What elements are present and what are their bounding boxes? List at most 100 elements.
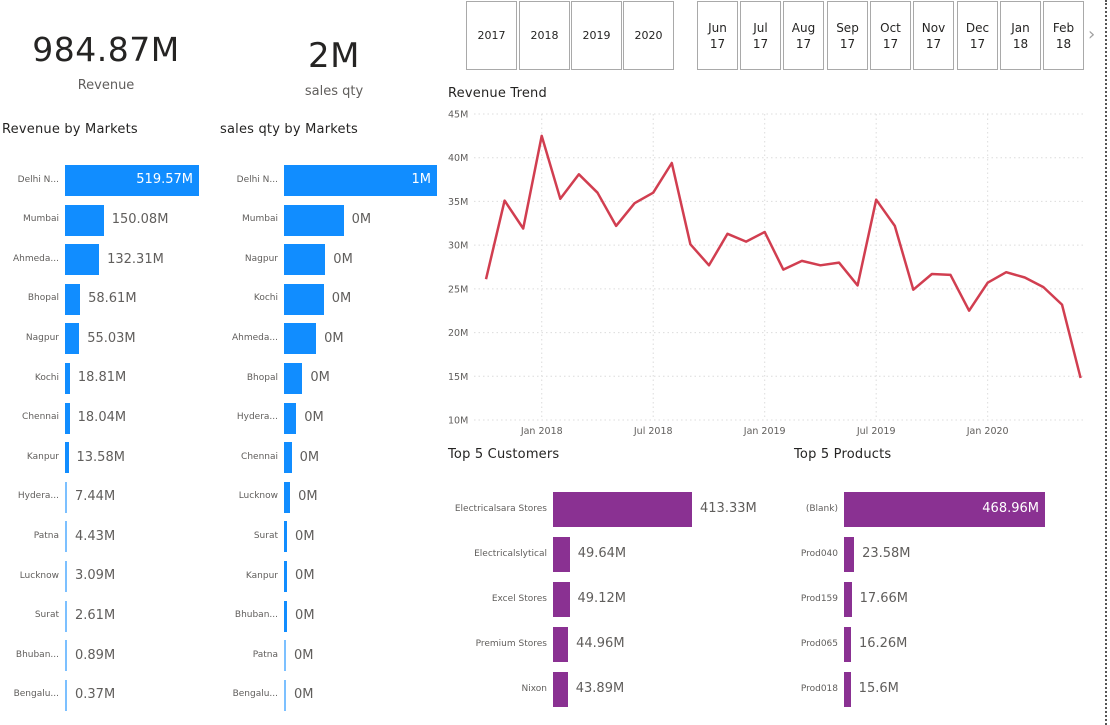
month-slicer-button[interactable]: Nov 17 — [913, 1, 954, 70]
trend-data-point[interactable] — [1059, 302, 1065, 308]
trend-data-point[interactable] — [966, 308, 972, 314]
trend-data-point[interactable] — [520, 226, 526, 232]
trend-data-point[interactable] — [650, 190, 656, 196]
trend-data-point[interactable] — [836, 260, 842, 266]
bar[interactable] — [553, 582, 570, 617]
bar-data-label: 0M — [333, 251, 353, 267]
y-tick-label: 30M — [448, 241, 468, 252]
trend-data-point[interactable] — [576, 171, 582, 177]
bar-data-label: 18.04M — [77, 410, 127, 426]
month-slicer-button[interactable]: Aug 17 — [783, 1, 824, 70]
bar[interactable] — [284, 323, 317, 355]
bar-data-label: 4.43M — [75, 528, 116, 544]
bar[interactable] — [65, 442, 69, 474]
bar[interactable] — [284, 640, 286, 672]
year-slicer-button[interactable]: 2018 — [519, 1, 570, 70]
trend-data-point[interactable] — [1078, 375, 1084, 381]
bar[interactable] — [65, 283, 81, 315]
trend-data-point[interactable] — [799, 258, 805, 264]
month-slicer-button[interactable]: Feb 18 — [1043, 1, 1084, 70]
bar[interactable] — [284, 402, 297, 434]
bar-category-label: Bhuban... — [234, 610, 278, 621]
bar[interactable] — [65, 679, 67, 711]
trend-data-point[interactable] — [855, 282, 861, 288]
bar[interactable] — [284, 521, 288, 553]
bar[interactable] — [284, 679, 286, 711]
bar[interactable] — [844, 492, 1045, 527]
bar[interactable] — [284, 481, 291, 513]
bar[interactable] — [553, 492, 692, 527]
bar[interactable] — [65, 165, 199, 196]
year-slicer-button[interactable]: 2019 — [571, 1, 622, 70]
bar[interactable] — [65, 561, 67, 592]
bar-category-label: Nixon — [521, 683, 548, 694]
trend-data-point[interactable] — [910, 287, 916, 293]
bar[interactable] — [284, 283, 324, 315]
bar[interactable] — [284, 165, 437, 196]
trend-data-point[interactable] — [817, 262, 823, 268]
trend-data-point[interactable] — [706, 262, 712, 268]
bar[interactable] — [284, 561, 288, 592]
trend-data-point[interactable] — [557, 196, 563, 202]
trend-data-point[interactable] — [1022, 274, 1028, 280]
bar-category-label: Kochi — [253, 293, 278, 304]
bar[interactable] — [844, 627, 851, 662]
bar[interactable] — [284, 442, 292, 474]
bar[interactable] — [65, 481, 67, 513]
trend-data-point[interactable] — [632, 200, 638, 206]
trend-data-point[interactable] — [725, 231, 731, 237]
trend-data-point[interactable] — [762, 229, 768, 235]
trend-data-point[interactable] — [1003, 269, 1009, 275]
bar-category-label: Surat — [34, 610, 59, 621]
year-slicer-button[interactable]: 2017 — [466, 1, 517, 70]
trend-data-point[interactable] — [687, 241, 693, 247]
bar[interactable] — [284, 204, 344, 236]
trend-data-point[interactable] — [594, 190, 600, 196]
bar-data-label: 3.09M — [75, 568, 116, 584]
trend-data-point[interactable] — [929, 271, 935, 277]
bar-category-label: Ahmeda... — [232, 332, 278, 343]
bar[interactable] — [65, 323, 80, 355]
trend-data-point[interactable] — [873, 197, 879, 203]
bar[interactable] — [284, 363, 303, 394]
month-slicer-button[interactable]: Jun 17 — [697, 1, 738, 70]
trend-data-point[interactable] — [948, 272, 954, 278]
bar[interactable] — [65, 600, 67, 632]
bar[interactable] — [844, 582, 852, 617]
bar[interactable] — [553, 672, 568, 707]
trend-data-point[interactable] — [502, 198, 508, 204]
trend-data-point[interactable] — [539, 133, 545, 139]
bar[interactable] — [65, 521, 67, 553]
bar[interactable] — [65, 640, 67, 672]
month-slicer-button[interactable]: Jan 18 — [1000, 1, 1041, 70]
trend-data-point[interactable] — [743, 239, 749, 245]
bar[interactable] — [284, 244, 326, 276]
trend-data-point[interactable] — [892, 223, 898, 229]
trend-data-point[interactable] — [613, 223, 619, 229]
month-slicer-button[interactable]: Dec 17 — [957, 1, 998, 70]
bar[interactable] — [844, 672, 851, 707]
bar[interactable] — [553, 537, 570, 572]
bar[interactable] — [65, 402, 70, 434]
trend-data-point[interactable] — [780, 267, 786, 273]
trend-data-point[interactable] — [985, 280, 991, 286]
revenue-trend-line[interactable] — [484, 134, 1082, 379]
bar[interactable] — [65, 244, 100, 276]
year-slicer-button[interactable]: 2020 — [623, 1, 674, 70]
bar[interactable] — [65, 204, 104, 236]
bar[interactable] — [844, 537, 855, 572]
bar[interactable] — [553, 627, 569, 662]
trend-data-point[interactable] — [669, 160, 675, 166]
month-slicer-button[interactable]: Oct 17 — [870, 1, 911, 70]
month-slicer-button[interactable]: Sep 17 — [827, 1, 868, 70]
trend-data-point[interactable] — [483, 276, 489, 282]
revenue-trend-chart[interactable]: 10M 15M 20M 25M 30M 35M 40M 45M Jan 2018 Jul 2018… — [0, 0, 1110, 445]
bar-data-label: 55.03M — [87, 330, 136, 346]
bar-data-label: 18.81M — [77, 370, 127, 386]
bar[interactable] — [284, 600, 288, 632]
trend-data-point[interactable] — [1040, 284, 1046, 290]
slicer-next-chevron-icon[interactable]: › — [1088, 24, 1096, 45]
bar[interactable] — [65, 363, 70, 394]
month-slicer-button[interactable]: Jul 17 — [740, 1, 781, 70]
year-slicer-label: 2018 — [530, 28, 559, 42]
